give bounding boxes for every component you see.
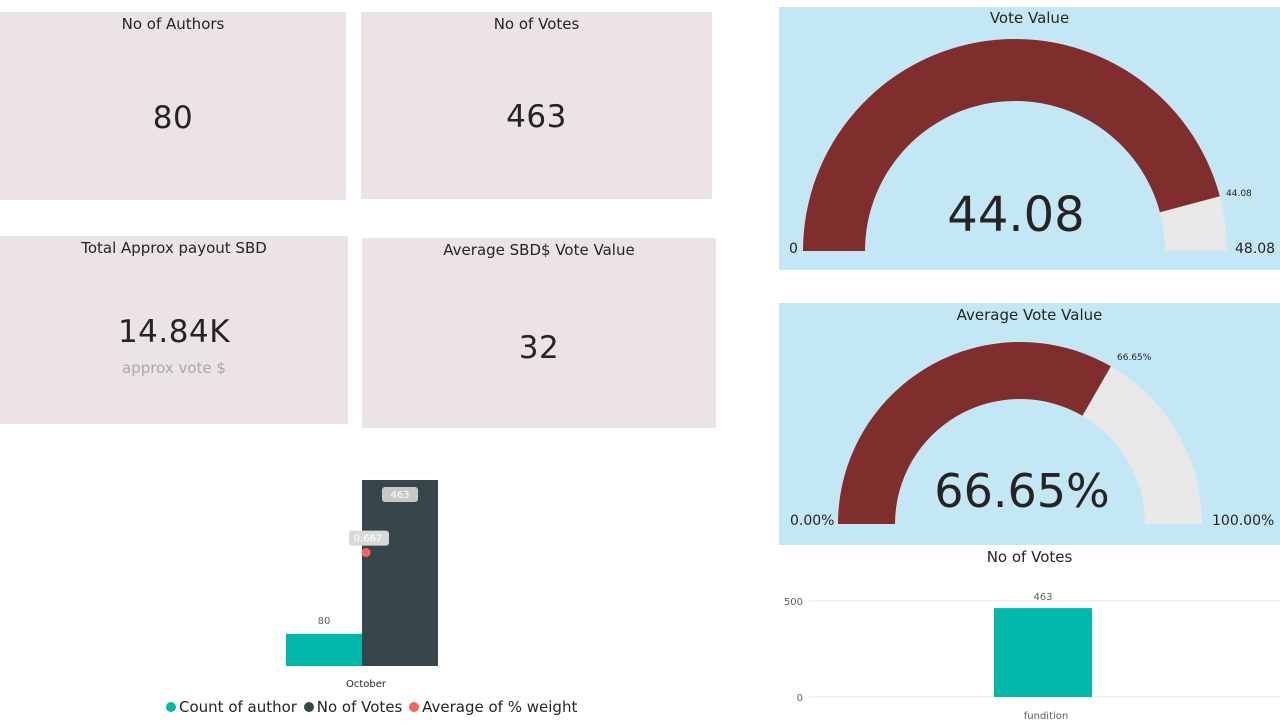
gauge-average-vote: 66.65% 0.00% 100.00% 66.65% bbox=[790, 342, 1274, 529]
bar-count-of-author[interactable] bbox=[286, 633, 362, 666]
legend-dot bbox=[166, 702, 176, 712]
card-value: 32 bbox=[518, 330, 560, 366]
data-label: 463 bbox=[1033, 592, 1052, 603]
card-title: No of Authors bbox=[121, 15, 225, 33]
data-label-bg bbox=[349, 530, 389, 546]
card-no-of-authors[interactable]: No of Authors 80 bbox=[0, 12, 346, 200]
combo-bar-chart: 80 463 0.667 October bbox=[286, 480, 438, 690]
data-label: 0.667 bbox=[354, 534, 383, 545]
votes-chart-title: No of Votes bbox=[986, 548, 1073, 566]
gauge-value-label: 44.08 bbox=[947, 187, 1084, 243]
votes-bar-chart: 500 0 463 fundition bbox=[784, 592, 1280, 722]
card-total-payout[interactable]: Total Approx payout SBD 14.84K approx vo… bbox=[0, 236, 348, 424]
gauge-min-label: 0.00% bbox=[790, 513, 834, 529]
x-tick-label: fundition bbox=[1024, 711, 1068, 722]
data-label-bg bbox=[382, 487, 418, 502]
y-tick-label: 500 bbox=[784, 597, 803, 608]
legend-dot bbox=[303, 702, 314, 712]
gauge-vote-value-panel[interactable]: Vote Value 44.08 0 48.08 44.08 bbox=[779, 7, 1280, 270]
y-tick-label: 0 bbox=[797, 693, 803, 704]
legend-label: Average of % weight bbox=[422, 698, 578, 716]
gauge-min-label: 0 bbox=[789, 241, 798, 257]
gauge-fill bbox=[803, 39, 1220, 251]
legend-item-count-of-author[interactable]: Count of author bbox=[166, 698, 297, 716]
gauge-max-label: 48.08 bbox=[1235, 241, 1275, 257]
card-no-of-votes[interactable]: No of Votes 463 bbox=[361, 12, 712, 199]
bar-no-of-votes[interactable] bbox=[362, 480, 438, 666]
legend-label: Count of author bbox=[179, 698, 297, 716]
x-tick-label: October bbox=[346, 679, 387, 690]
gauge-average-vote-panel[interactable]: Average Vote Value 66.65% 0.00% 100.00% … bbox=[779, 303, 1280, 545]
card-title: No of Votes bbox=[493, 15, 580, 33]
card-value: 463 bbox=[506, 99, 567, 135]
gauge-title: Average Vote Value bbox=[956, 306, 1103, 324]
gauge-value-label: 66.65% bbox=[934, 464, 1109, 518]
gauge-vote-value: 44.08 0 48.08 44.08 bbox=[789, 39, 1275, 257]
data-label: 80 bbox=[318, 616, 331, 627]
gauge-marker-label: 66.65% bbox=[1117, 353, 1152, 363]
marker-average-weight[interactable] bbox=[361, 548, 371, 558]
card-title: Total Approx payout SBD bbox=[81, 239, 267, 257]
card-value: 80 bbox=[152, 100, 194, 136]
gauge-fill bbox=[838, 342, 1111, 524]
data-label: 463 bbox=[390, 490, 409, 501]
card-average-vote-value[interactable]: Average SBD$ Vote Value 32 bbox=[362, 238, 716, 428]
chart-legend: Count of author No of Votes Average of %… bbox=[166, 698, 579, 716]
card-value: 14.84K bbox=[117, 314, 231, 350]
legend-dot bbox=[409, 702, 420, 712]
legend-label: No of Votes bbox=[316, 698, 403, 716]
card-title: Average SBD$ Vote Value bbox=[443, 241, 635, 259]
legend-item-no-of-votes[interactable]: No of Votes bbox=[303, 698, 403, 716]
gauge-max-label: 100.00% bbox=[1212, 513, 1274, 529]
bar-fundition[interactable] bbox=[994, 608, 1092, 697]
card-subtitle: approx vote $ bbox=[122, 359, 226, 377]
legend-item-average-weight[interactable]: Average of % weight bbox=[409, 698, 577, 716]
gauge-title: Vote Value bbox=[989, 9, 1070, 27]
gauge-marker-label: 44.08 bbox=[1226, 189, 1252, 199]
